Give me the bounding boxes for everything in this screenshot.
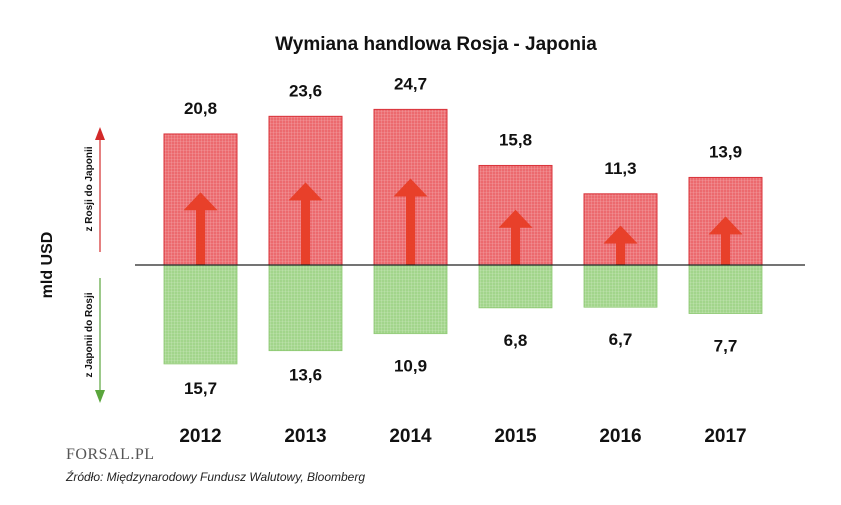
value-label-import-2012: 15,7	[184, 379, 217, 398]
up-arrow-icon-2017	[708, 216, 743, 265]
up-arrow-icon-2014	[393, 178, 428, 265]
source-note: Źródło: Międzynarodowy Fundusz Walutowy,…	[65, 469, 365, 484]
value-label-import-2013: 13,6	[289, 366, 322, 385]
bar-import-2014	[373, 264, 448, 335]
chart-title: Wymiana handlowa Rosja - Japonia	[275, 34, 597, 55]
axis-arrow-up-icon	[95, 127, 105, 140]
bars-group	[163, 108, 763, 365]
value-label-import-2014: 10,9	[394, 357, 427, 376]
bar-import-2013	[268, 264, 343, 352]
value-label-export-2013: 23,6	[289, 81, 322, 100]
value-labels-group: 20,8 15,7 23,6 13,6 24,7 10,9 15,8 6,8 11,3 6,7 13…	[184, 74, 742, 398]
axis-arrow-down-icon	[95, 390, 105, 403]
value-label-export-2014: 24,7	[394, 74, 427, 93]
year-label-2017: 2017	[704, 426, 746, 447]
year-label-2016: 2016	[599, 426, 641, 447]
forsal-logo: FORSAL.PL	[66, 446, 155, 463]
value-label-import-2017: 7,7	[714, 337, 738, 356]
y-axis-label: mld USD	[39, 232, 56, 299]
up-arrow-icon-2015	[498, 209, 533, 265]
year-label-2014: 2014	[389, 426, 432, 447]
year-label-2015: 2015	[494, 426, 537, 447]
year-labels-group: 2012 2013 2014 2015 2016 2017	[179, 426, 746, 447]
value-label-export-2016: 11,3	[604, 159, 636, 178]
arrows-group	[183, 178, 743, 265]
direction-label-up: z Rosji do Japonii	[84, 146, 95, 231]
bar-import-2015	[478, 264, 553, 309]
up-arrow-icon-2013	[288, 182, 323, 265]
direction-label-down: z Japonii do Rosji	[84, 292, 95, 377]
value-label-export-2015: 15,8	[499, 130, 532, 149]
up-arrow-icon-2012	[183, 192, 218, 265]
value-label-import-2016: 6,7	[609, 330, 633, 349]
year-label-2013: 2013	[284, 426, 326, 447]
value-label-import-2015: 6,8	[504, 331, 528, 350]
bar-import-2012	[163, 264, 238, 365]
value-label-export-2017: 13,9	[709, 142, 742, 161]
value-label-export-2012: 20,8	[184, 99, 217, 118]
logo-text: FORSAL.PL	[66, 446, 155, 463]
up-arrow-icon-2016	[603, 225, 638, 265]
bar-import-2016	[583, 264, 658, 308]
bar-import-2017	[688, 264, 763, 314]
year-label-2012: 2012	[179, 426, 221, 447]
